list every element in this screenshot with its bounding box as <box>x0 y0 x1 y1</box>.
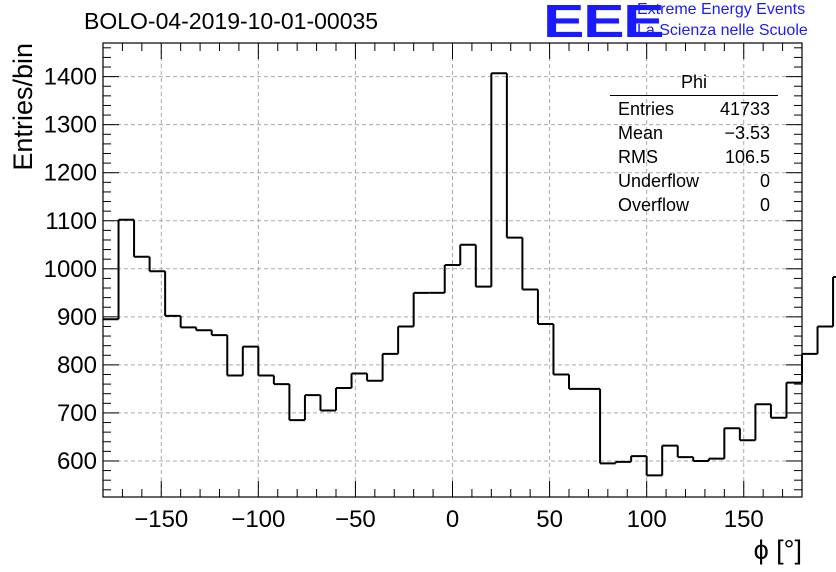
histogram-bin <box>164 271 181 317</box>
histogram-bin <box>505 73 523 239</box>
histogram-bin <box>661 444 678 476</box>
histogram-bin <box>769 404 787 419</box>
histogram-bin <box>738 428 756 442</box>
histogram-bin <box>645 456 663 477</box>
histogram-bin <box>723 427 740 459</box>
histogram-bin <box>226 335 243 377</box>
stats-row-mean: Mean −3.53 <box>610 121 778 145</box>
stats-value: 0 <box>759 171 770 191</box>
histogram-bin <box>319 395 336 412</box>
histogram-bin <box>459 243 476 265</box>
histogram-bin <box>552 324 569 376</box>
histogram-bin <box>117 218 135 320</box>
histogram-bin <box>303 394 321 421</box>
stats-label: Overflow <box>618 195 690 215</box>
y-tick-label: 600 <box>57 448 97 475</box>
x-tick-label: −150 <box>134 506 188 533</box>
stats-row-underflow: Underflow 0 <box>610 169 778 193</box>
histogram-bin <box>210 330 228 337</box>
stats-label: Entries <box>618 99 675 119</box>
histogram-bin <box>692 457 709 462</box>
histogram-bin <box>754 403 771 441</box>
stats-row-overflow: Overflow 0 <box>610 193 778 217</box>
y-tick-label: 1300 <box>44 112 97 139</box>
x-tick-label: 0 <box>446 506 459 533</box>
histogram-bin <box>785 381 802 418</box>
x-tick-label: 50 <box>536 506 563 533</box>
x-tick-label: −100 <box>231 506 285 533</box>
eee-logo-mark: EEE <box>543 0 665 47</box>
histogram-bin <box>443 263 461 293</box>
y-tick-label: 1100 <box>45 208 97 235</box>
histogram-bin <box>288 384 305 422</box>
histogram-bin <box>816 325 834 354</box>
histogram-bin <box>257 346 274 377</box>
stats-value: 106.5 <box>724 147 770 167</box>
stats-title: Phi <box>610 72 778 96</box>
logo-text-line1: Extreme Energy Events <box>637 1 806 18</box>
y-tick-label: 1000 <box>44 256 97 283</box>
stats-label: RMS <box>618 147 658 167</box>
histogram-bin <box>179 315 197 329</box>
histogram-bars <box>103 72 836 477</box>
histogram-bin <box>490 72 507 287</box>
histogram-bin <box>521 237 538 291</box>
y-axis-title: Entries/bin <box>8 43 38 171</box>
histogram-bin <box>241 345 259 376</box>
histogram-bin <box>381 352 399 381</box>
histogram-bin <box>335 386 352 411</box>
stats-value: 0 <box>759 195 770 215</box>
histogram-bin <box>568 374 585 390</box>
histogram-bin <box>148 256 166 273</box>
histogram-bin <box>801 352 818 383</box>
logo-text-line2: La Scienza nelle Scuole <box>637 22 808 39</box>
stats-box: Phi Entries 41733 Mean −3.53 RMS 106.5 U… <box>610 72 778 217</box>
y-tick-label: 700 <box>57 400 97 427</box>
histogram-bin <box>366 373 383 382</box>
y-tick-label: 900 <box>57 304 97 331</box>
histogram-bin <box>195 327 212 332</box>
histogram-bin <box>614 460 632 464</box>
stats-row-rms: RMS 106.5 <box>610 145 778 169</box>
stats-label: Underflow <box>618 171 700 191</box>
x-axis-title: ϕ [°] <box>754 535 802 565</box>
histogram-bin <box>474 244 492 288</box>
stats-value: 41733 <box>719 99 770 119</box>
histogram-bin <box>272 375 290 386</box>
y-tick-label: 1200 <box>44 160 97 187</box>
x-tick-label: 150 <box>724 506 764 533</box>
histogram-bin <box>599 388 616 465</box>
histogram-bin <box>397 325 414 354</box>
histogram-bin <box>707 457 725 461</box>
stats-row-entries: Entries 41733 <box>610 97 778 121</box>
histogram-bin <box>350 372 368 388</box>
chart-title: BOLO-04-2019-10-01-00035 <box>84 8 379 34</box>
histogram-bin <box>630 455 647 462</box>
y-tick-label: 1400 <box>44 64 97 91</box>
histogram-bin <box>133 219 150 258</box>
x-tick-label: −50 <box>335 506 376 533</box>
histogram-bin <box>412 291 430 327</box>
y-tick-label: 800 <box>57 352 97 379</box>
histogram-bin <box>536 289 554 326</box>
stats-label: Mean <box>618 123 664 143</box>
stats-value: −3.53 <box>724 123 770 143</box>
histogram-bin <box>676 445 694 459</box>
x-tick-label: 100 <box>627 506 667 533</box>
